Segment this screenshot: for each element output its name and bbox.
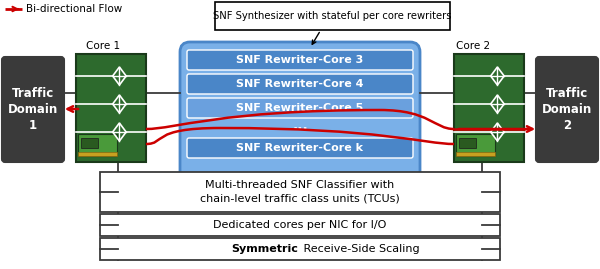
Bar <box>81 138 98 148</box>
Text: SNF Rewriter-Core 4: SNF Rewriter-Core 4 <box>236 79 364 89</box>
FancyBboxPatch shape <box>187 98 413 118</box>
Bar <box>215 2 450 30</box>
Bar <box>456 134 494 156</box>
FancyBboxPatch shape <box>2 57 64 162</box>
Text: SNF Rewriter-Core 3: SNF Rewriter-Core 3 <box>236 55 364 65</box>
Text: Multi-threaded SNF Classifier with
chain-level traffic class units (TCUs): Multi-threaded SNF Classifier with chain… <box>200 180 400 204</box>
Text: SNF Synthesizer with stateful per core rewriters: SNF Synthesizer with stateful per core r… <box>213 11 452 21</box>
Bar <box>100 172 500 212</box>
FancyBboxPatch shape <box>536 57 598 162</box>
Text: Receive-Side Scaling: Receive-Side Scaling <box>300 244 419 254</box>
Text: Dedicated cores per NIC for I/O: Dedicated cores per NIC for I/O <box>214 220 386 230</box>
FancyBboxPatch shape <box>187 74 413 94</box>
FancyBboxPatch shape <box>187 138 413 158</box>
Bar <box>100 214 500 236</box>
FancyBboxPatch shape <box>180 42 420 202</box>
Bar <box>78 134 116 156</box>
Text: SNF Rewriter-Core k: SNF Rewriter-Core k <box>236 143 364 153</box>
Bar <box>78 152 116 156</box>
Bar <box>459 138 476 148</box>
Text: Bi-directional Flow: Bi-directional Flow <box>26 4 122 14</box>
Text: Traffic
Domain
2: Traffic Domain 2 <box>542 87 592 132</box>
Text: Symmetric: Symmetric <box>231 244 298 254</box>
Text: Core 2: Core 2 <box>456 41 490 51</box>
FancyBboxPatch shape <box>187 50 413 70</box>
Bar <box>454 54 524 162</box>
Text: ...: ... <box>292 119 308 133</box>
Bar <box>76 54 146 162</box>
Text: Core 1: Core 1 <box>86 41 120 51</box>
Bar <box>100 238 500 260</box>
Text: SNF Rewriter-Core 5: SNF Rewriter-Core 5 <box>236 103 364 113</box>
Text: Traffic
Domain
1: Traffic Domain 1 <box>8 87 58 132</box>
Bar <box>456 152 494 156</box>
